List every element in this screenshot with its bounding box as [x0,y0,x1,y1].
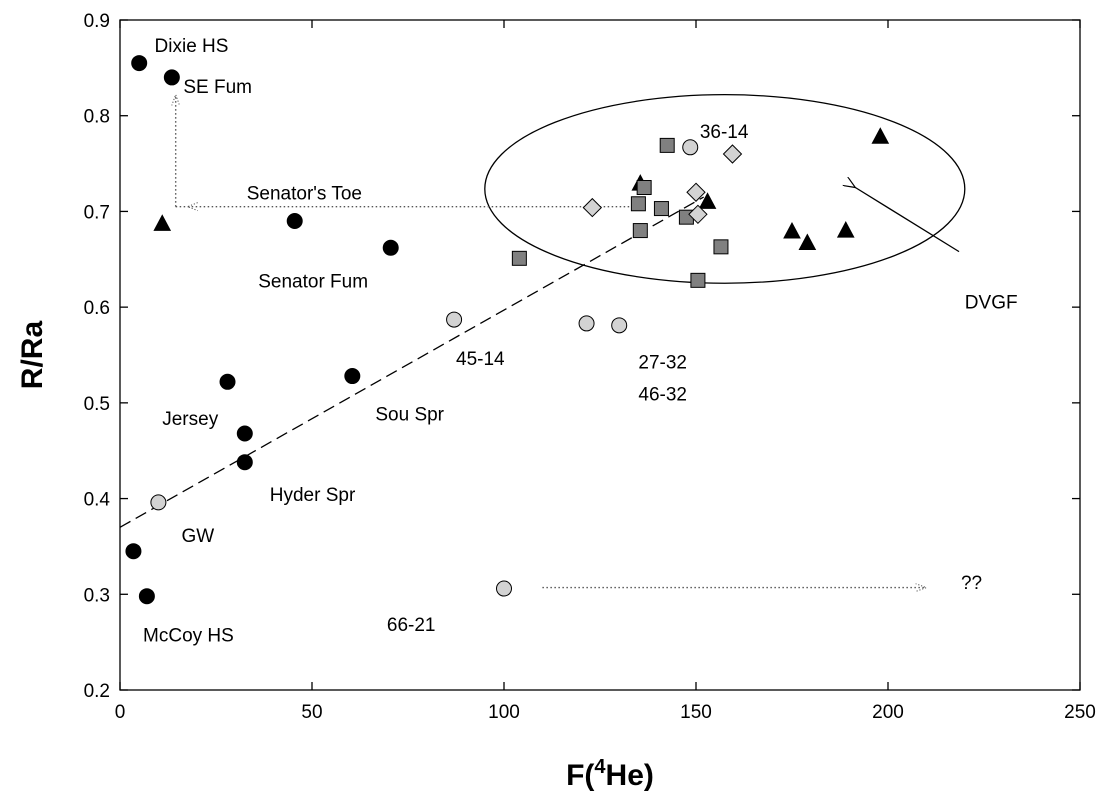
x-axis-title-main: F( [566,759,594,792]
data-label: 45-14 [456,349,505,370]
data-label: Dixie HS [155,36,229,57]
data-label: McCoy HS [143,625,234,646]
x-tick-label: 100 [488,702,520,723]
y-tick-label: 0.6 [84,298,110,319]
plot-extras [119,94,966,588]
data-label: Sou Spr [375,404,444,425]
x-tick-label: 0 [115,702,126,723]
data-label: ?? [961,573,982,594]
data-label: GW [181,526,214,547]
data-point-triangle [153,214,172,231]
dvgf-ellipse [484,94,966,284]
axis-ticks: 0 50 100 150 200 250 0.2 0.3 0.4 0.5 0.6 0.7 0.8 0.9 [84,11,1096,723]
data-point-triangle [836,221,855,238]
data-point-diamond [722,144,743,164]
data-point-circle [131,55,148,72]
x-tick-label: 150 [680,702,712,723]
data-point-circle [219,373,236,390]
x-tick-label: 250 [1064,702,1096,723]
data-point-square [630,196,646,212]
y-tick-label: 0.5 [84,394,110,415]
data-point-circle [138,588,155,605]
dvgf-arrow [855,188,960,253]
data-point-diamond [686,182,706,202]
data-point-circle [163,69,180,86]
data-point-triangle [698,192,717,209]
data-point-square [690,272,706,288]
data-label: 36-14 [700,122,749,143]
data-label: Senator Fum [258,271,368,292]
data-point-circle [236,454,253,471]
x-axis-title-sup: 4 [594,756,606,778]
data-point-circle [236,425,253,442]
data-label: 66-21 [387,615,436,636]
data-point-square [511,250,527,266]
data-point-square [636,180,652,195]
data-label: Senator's Toe [247,183,362,204]
data-point-circle [344,368,361,385]
annotations: Dixie HS SE Fum Senator's Toe Senator Fum 45… [143,36,1018,647]
data-point-diamond [582,197,603,218]
y-tick-label: 0.4 [84,490,111,511]
y-tick-label: 0.7 [84,202,110,223]
data-point-circle [150,494,167,511]
data-point-square [653,201,669,217]
data-point-circle [496,580,512,597]
data-point-square [713,239,729,255]
plot-frame [119,19,1081,691]
data-label: Hyder Spr [270,485,356,506]
x-axis-title: F(4He) [566,756,654,792]
data-point-triangle [783,221,801,239]
trend-line [119,196,705,528]
data-label: 27-32 [638,353,687,374]
data-point-circle [611,317,628,334]
x-tick-label: 200 [872,702,904,723]
data-point-square [632,223,648,239]
y-tick-label: 0.8 [84,107,110,128]
x-axis-title-tail: He) [606,759,654,792]
data-point-circle [446,311,463,328]
data-label: 46-32 [638,384,687,405]
x-tick-label: 50 [301,702,322,723]
data-point-circle [125,543,142,560]
data-layer [125,55,890,605]
data-point-triangle [798,233,817,251]
y-tick-label: 0.3 [84,585,110,606]
dotted-horizontal-arrowhead [186,202,198,212]
data-point-circle [382,239,399,256]
y-tick-label: 0.9 [84,11,110,32]
data-point-triangle [871,127,890,144]
data-point-circle [682,139,699,156]
data-label: SE Fum [183,77,252,98]
data-point-square [659,137,675,153]
data-label: Jersey [162,409,218,430]
data-point-circle [578,315,595,332]
y-tick-label: 0.2 [84,681,110,702]
data-label: DVGF [965,292,1018,313]
data-point-circle [286,213,303,229]
data-point-diamond [688,204,708,225]
y-axis-title: R/Ra [16,321,49,390]
